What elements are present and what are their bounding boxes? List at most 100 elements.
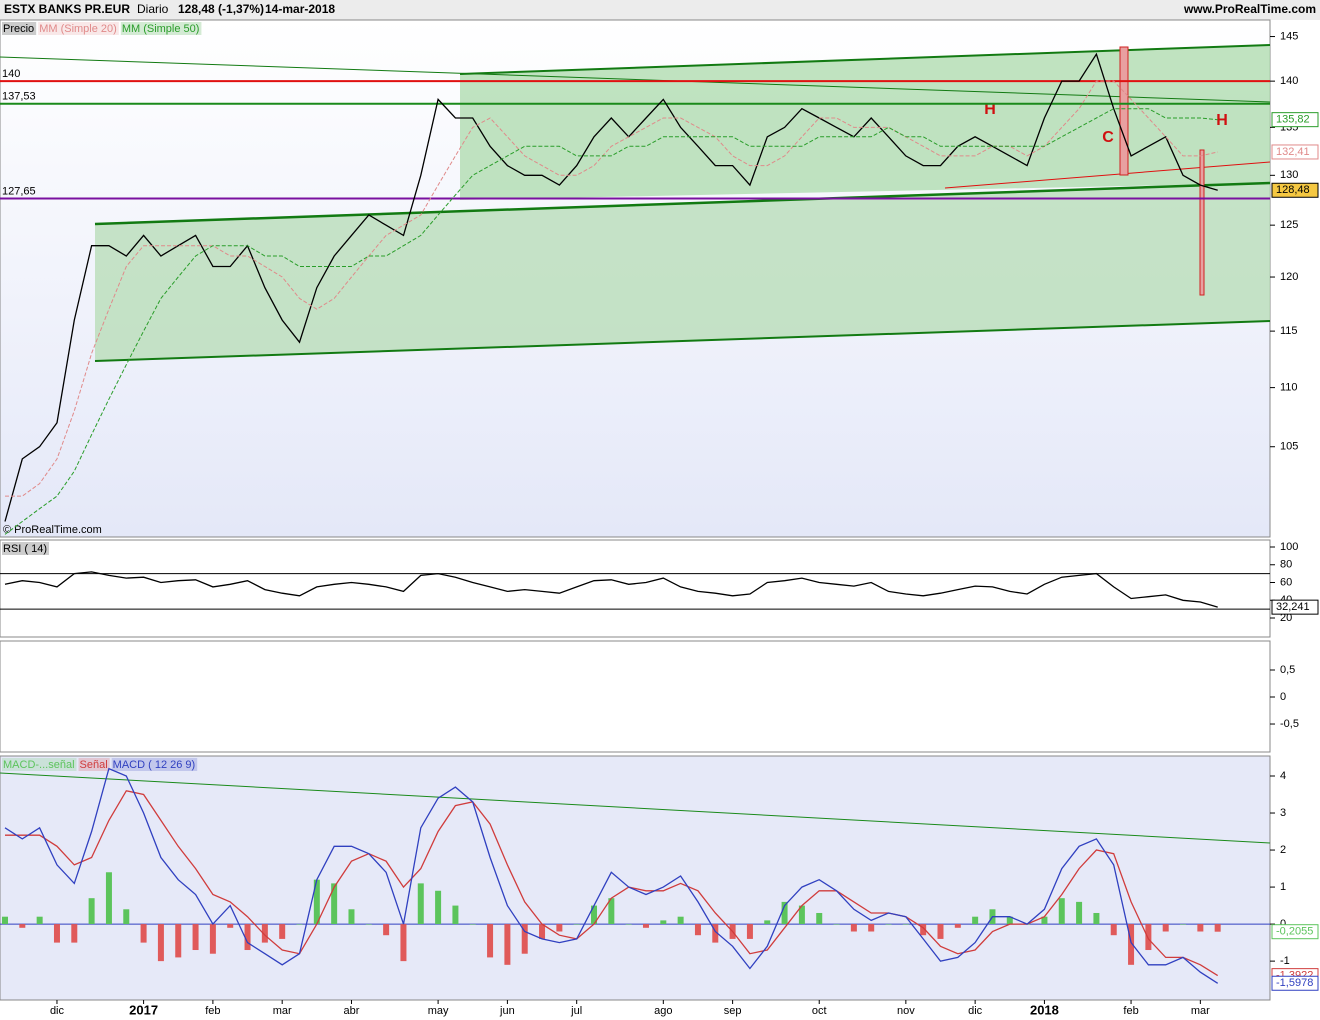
histogram-bar: [157, 924, 164, 962]
x-tick-label: may: [428, 1005, 449, 1017]
y-tick-label: 4: [1280, 770, 1286, 782]
y-tick-label: 145: [1280, 30, 1298, 42]
histogram-bar: [1180, 924, 1187, 925]
y-tick-label: 125: [1280, 219, 1298, 231]
last-value-box: [1271, 599, 1319, 615]
histogram-bar: [417, 883, 424, 925]
x-tick-label: mar: [1191, 1005, 1210, 1017]
y-tick-label: 0: [1280, 691, 1286, 703]
y-tick-label: 20: [1280, 612, 1292, 624]
level-label: 140: [2, 68, 20, 80]
last-value-label: -0,2055: [1276, 926, 1313, 938]
histogram-bar: [642, 924, 649, 928]
histogram-bar: [19, 924, 26, 928]
histogram-bar: [1058, 898, 1065, 925]
site: www.ProRealTime.com: [1183, 2, 1316, 16]
histogram-bar: [227, 924, 234, 928]
histogram-bar: [1128, 924, 1135, 965]
legend-bg: [111, 758, 198, 771]
last-value-box: [1271, 182, 1319, 198]
last-value-label: 132,41: [1276, 146, 1310, 158]
histogram-bar: [591, 905, 598, 925]
histogram-bar: [1093, 912, 1100, 925]
trendline: [0, 56, 1271, 103]
legend-label: MM (Simple 20): [39, 23, 117, 35]
x-tick-label: feb: [1123, 1005, 1138, 1017]
series-line: [4, 108, 1218, 535]
highlight-box: [1119, 46, 1129, 176]
histogram-bar: [435, 890, 442, 925]
y-tick-label: 1: [1280, 881, 1286, 893]
annotation: H: [1216, 112, 1228, 129]
histogram-bar: [261, 924, 268, 943]
histogram-bar: [521, 924, 528, 954]
last-value-box: [1271, 112, 1319, 128]
histogram-bar: [36, 916, 43, 925]
histogram-bar: [383, 924, 390, 936]
y-tick-label: 3: [1280, 807, 1286, 819]
histogram-bar: [244, 924, 251, 951]
x-tick-label: 2017: [129, 1002, 158, 1017]
histogram-bar: [1162, 924, 1169, 932]
last-value-box: [1271, 975, 1319, 991]
histogram-bar: [972, 916, 979, 925]
legend-bg: [2, 542, 50, 555]
y-tick-label: 130: [1280, 169, 1298, 181]
blank-panel: [0, 640, 1271, 753]
histogram-bar: [2, 916, 8, 925]
histogram-bar: [781, 901, 788, 925]
histogram-bar: [694, 924, 701, 936]
period: Diario: [137, 2, 169, 16]
x-tick-label: dic: [968, 1005, 983, 1017]
series-line: [4, 767, 1219, 984]
upper-channel: [460, 45, 1270, 200]
histogram-bar: [764, 920, 771, 925]
x-tick-label: abr: [344, 1005, 360, 1017]
histogram-bar: [105, 872, 112, 925]
histogram-bar: [833, 924, 840, 925]
series-line: [5, 790, 1219, 977]
histogram-bar: [175, 924, 182, 958]
histogram-bar: [746, 924, 753, 939]
legend-label: MACD ( 12 26 9): [113, 759, 196, 771]
histogram-bar: [1110, 924, 1117, 936]
histogram-bar: [331, 883, 338, 925]
histogram-bar: [816, 912, 823, 925]
trendline: [94, 320, 1271, 362]
histogram-bar: [625, 924, 632, 925]
quote: 128,48 (-1,37%): [178, 2, 264, 16]
histogram-bar: [88, 898, 95, 925]
histogram-bar: [1214, 924, 1221, 932]
histogram-bar: [296, 924, 303, 925]
legend-bg: [78, 758, 110, 771]
histogram-bar: [1076, 901, 1083, 925]
y-tick-label: -1: [1280, 955, 1290, 967]
x-tick-label: mar: [273, 1005, 292, 1017]
legend-bg: [2, 22, 37, 35]
histogram-bar: [798, 905, 805, 925]
histogram-bar: [192, 924, 199, 951]
last-value-box: [1271, 144, 1319, 160]
series-line: [4, 52, 1218, 522]
histogram-bar: [504, 924, 511, 965]
y-tick-label: 80: [1280, 559, 1292, 571]
histogram-bar: [573, 924, 580, 925]
last-value-label: 32,241: [1276, 601, 1310, 613]
trendline: [944, 161, 1271, 189]
y-tick-label: 120: [1280, 271, 1298, 283]
header-bar: [0, 0, 1320, 20]
histogram-bar: [1145, 924, 1152, 951]
annotation: H: [984, 101, 996, 118]
y-tick-label: 2: [1280, 844, 1286, 856]
histogram-bar: [937, 924, 944, 939]
legend-bg: [2, 758, 77, 771]
x-tick-label: jun: [499, 1005, 515, 1017]
histogram-bar: [1006, 916, 1013, 925]
x-tick-label: nov: [897, 1005, 915, 1017]
series-line: [4, 571, 1218, 608]
histogram-bar: [71, 924, 78, 943]
trendline: [459, 44, 1271, 75]
x-tick-label: 2018: [1030, 1002, 1059, 1017]
x-tick-label: sep: [724, 1005, 742, 1017]
